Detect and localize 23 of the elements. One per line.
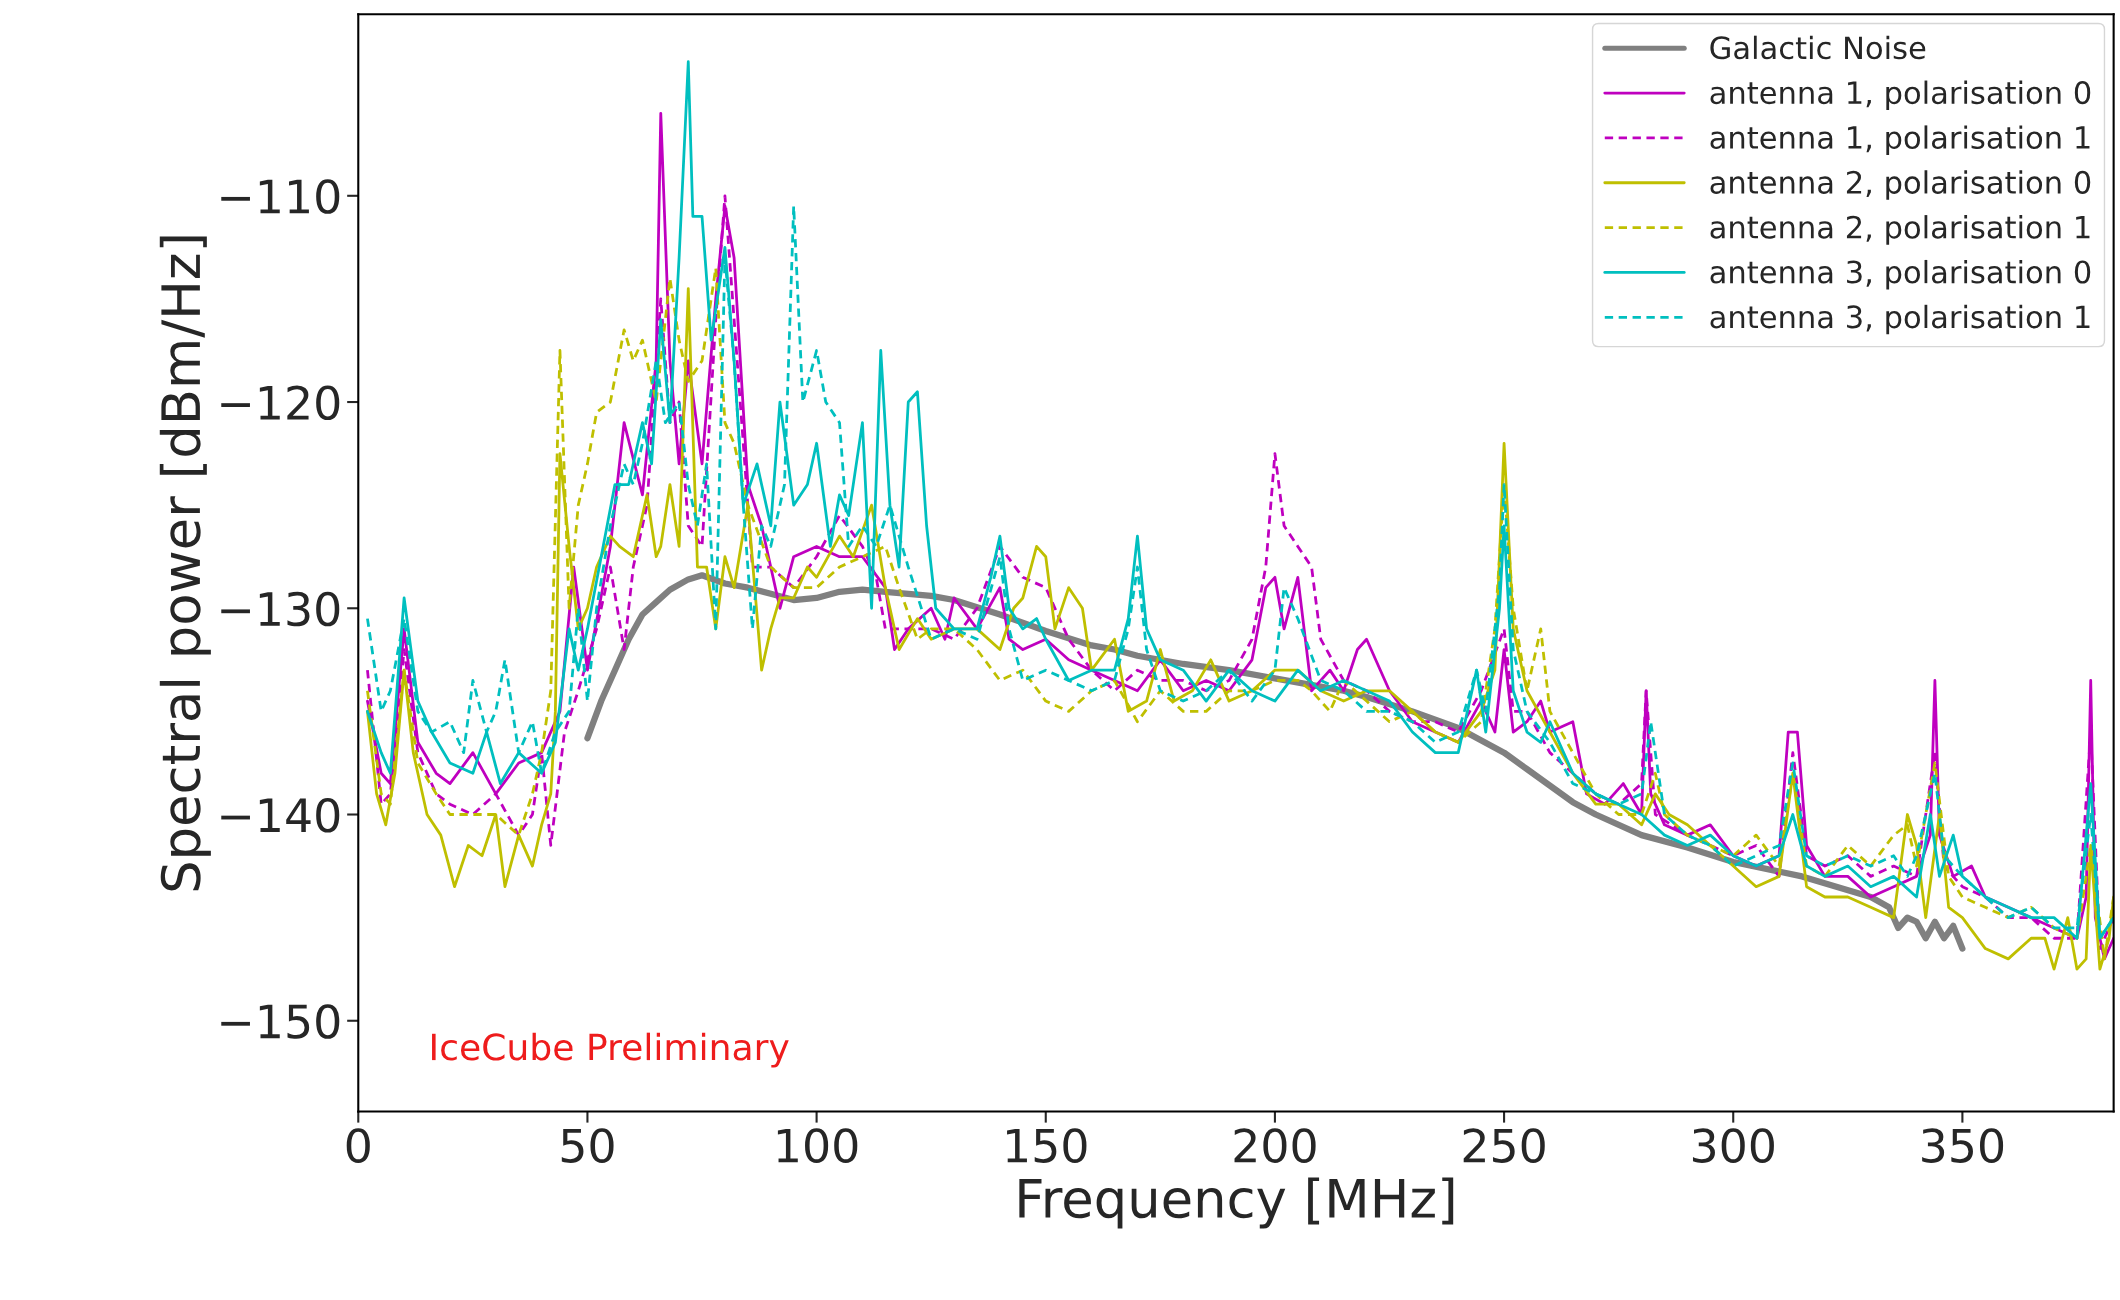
- y-axis-title: Spectral power [dBm/Hz]: [159, 236, 211, 891]
- y-tick-label: −140: [221, 797, 340, 833]
- y-tick-label: −110: [221, 179, 340, 214]
- x-axis-title: Frequency [MHz]: [1019, 1177, 1454, 1229]
- legend-label: Galactic Noise: [1710, 35, 1926, 60]
- legend-label: antenna 2, polarisation 1: [1710, 215, 2090, 245]
- legend-label: antenna 1, polarisation 1: [1710, 125, 2090, 155]
- legend-label: antenna 3, polarisation 0: [1710, 259, 2091, 290]
- y-tick-label: −120: [221, 385, 340, 421]
- x-tick-label: 350: [1922, 1128, 2004, 1163]
- x-tick-label: 300: [1692, 1128, 1774, 1163]
- legend-label: antenna 2, polarisation 0: [1710, 170, 2091, 200]
- x-tick-label: 250: [1463, 1128, 1545, 1163]
- x-tick-label: 150: [1007, 1128, 1087, 1163]
- x-tick-label: 100: [777, 1128, 858, 1163]
- legend-label: antenna 3, polarisation 1: [1710, 304, 2090, 335]
- legend-label: antenna 1, polarisation 0: [1710, 80, 2091, 111]
- y-tick-label: −130: [221, 591, 340, 627]
- x-tick-label: 200: [1234, 1128, 1316, 1163]
- x-tick-label: 0: [346, 1128, 370, 1163]
- x-tick-label: 50: [561, 1128, 614, 1163]
- annotation: IceCube Preliminary: [432, 1032, 789, 1068]
- y-tick-label: −150: [221, 1004, 340, 1039]
